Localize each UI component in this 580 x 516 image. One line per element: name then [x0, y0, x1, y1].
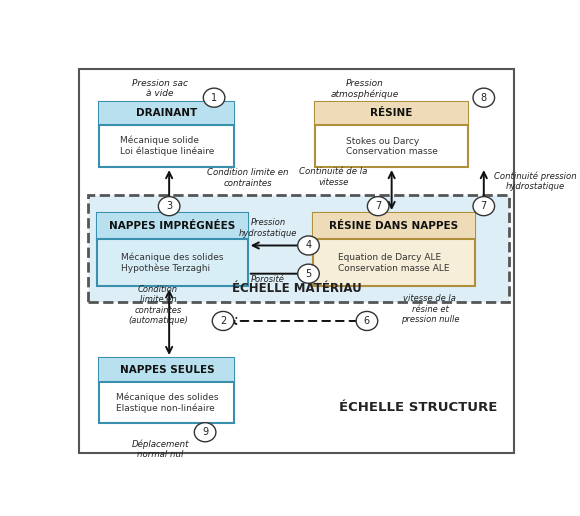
Text: 2: 2: [220, 316, 226, 326]
Text: 4: 4: [306, 240, 311, 250]
FancyBboxPatch shape: [100, 358, 234, 381]
FancyBboxPatch shape: [100, 102, 234, 167]
Text: NAPPES SEULES: NAPPES SEULES: [119, 365, 214, 375]
Text: Déplacement
normal nul: Déplacement normal nul: [132, 440, 189, 459]
Text: NAPPES IMPRÉGNÉES: NAPPES IMPRÉGNÉES: [110, 221, 235, 231]
Text: 3: 3: [166, 201, 172, 211]
FancyBboxPatch shape: [97, 213, 248, 286]
Circle shape: [212, 312, 234, 331]
Text: Mécanique des solides
Elastique non-linéaire: Mécanique des solides Elastique non-liné…: [115, 392, 218, 413]
Text: DRAINANT: DRAINANT: [136, 108, 198, 119]
Circle shape: [194, 423, 216, 442]
Circle shape: [298, 264, 319, 283]
Text: RÉSINE: RÉSINE: [371, 108, 413, 119]
Text: 6: 6: [364, 316, 370, 326]
Text: Equation de Darcy ALE
Conservation masse ALE: Equation de Darcy ALE Conservation masse…: [338, 253, 450, 272]
Circle shape: [298, 236, 319, 255]
FancyBboxPatch shape: [313, 213, 475, 286]
FancyBboxPatch shape: [97, 213, 248, 239]
Text: 7: 7: [481, 201, 487, 211]
Circle shape: [204, 88, 225, 107]
Text: ÉCHELLE MATÉRIAU: ÉCHELLE MATÉRIAU: [233, 282, 362, 295]
Text: 1: 1: [211, 93, 217, 103]
Text: vitesse de la
résine et
pression nulle: vitesse de la résine et pression nulle: [401, 294, 459, 324]
FancyBboxPatch shape: [316, 102, 468, 125]
Circle shape: [158, 197, 180, 216]
Text: 7: 7: [375, 201, 381, 211]
Text: Continuité pression
hydrostatique: Continuité pression hydrostatique: [494, 171, 577, 191]
FancyBboxPatch shape: [100, 358, 234, 424]
Text: Pression sac
à vide: Pression sac à vide: [132, 78, 188, 98]
Circle shape: [473, 88, 495, 107]
Text: ÉCHELLE STRUCTURE: ÉCHELLE STRUCTURE: [339, 401, 498, 414]
Circle shape: [356, 312, 378, 331]
Text: Condition
limite en
contraintes
(automatique): Condition limite en contraintes (automat…: [128, 285, 188, 325]
Text: Pression
atmosphérique: Pression atmosphérique: [331, 78, 399, 99]
Text: Mécanique solide
Loi élastique linéaire: Mécanique solide Loi élastique linéaire: [119, 136, 214, 156]
FancyBboxPatch shape: [88, 195, 509, 302]
Text: Porosité: Porosité: [251, 275, 285, 284]
Text: 9: 9: [202, 427, 208, 437]
FancyBboxPatch shape: [313, 213, 475, 239]
Text: 5: 5: [305, 269, 311, 279]
Text: Continuité de la
vitesse: Continuité de la vitesse: [299, 168, 367, 187]
FancyBboxPatch shape: [100, 102, 234, 125]
Text: Condition limite en
contraintes: Condition limite en contraintes: [208, 168, 289, 188]
Text: 8: 8: [481, 93, 487, 103]
FancyBboxPatch shape: [316, 102, 468, 167]
Text: RÉSINE DANS NAPPES: RÉSINE DANS NAPPES: [329, 221, 458, 231]
Circle shape: [473, 197, 495, 216]
Text: Pression
hydrostatique: Pression hydrostatique: [239, 218, 297, 237]
Circle shape: [367, 197, 389, 216]
Text: Stokes ou Darcy
Conservation masse: Stokes ou Darcy Conservation masse: [346, 137, 437, 156]
Text: Mécanique des solides
Hypothèse Terzaghi: Mécanique des solides Hypothèse Terzaghi: [121, 253, 224, 273]
